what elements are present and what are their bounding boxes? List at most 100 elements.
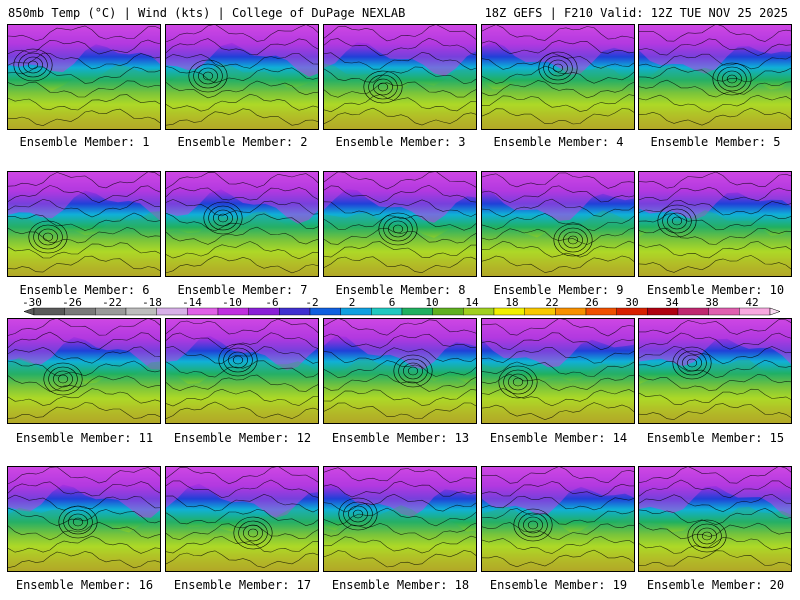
member-label-9: Ensemble Member: 9 — [493, 283, 624, 297]
colorbar-tick-label: 22 — [545, 296, 558, 309]
colorbar-segment — [248, 307, 280, 316]
ensemble-map-1 — [7, 24, 161, 130]
temperature-field — [324, 467, 476, 571]
ensemble-map-9 — [481, 171, 635, 277]
colorbar-tick-label: 38 — [705, 296, 718, 309]
ensemble-map-3 — [323, 24, 477, 130]
member-label-16: Ensemble Member: 16 — [15, 578, 154, 592]
temperature-field — [482, 172, 634, 276]
ensemble-map-17 — [165, 466, 319, 572]
member-label-8: Ensemble Member: 8 — [335, 283, 466, 297]
temperature-field — [482, 467, 634, 571]
temperature-field — [324, 25, 476, 129]
temperature-field — [639, 319, 791, 423]
ensemble-map-20 — [638, 466, 792, 572]
ensemble-map-19 — [481, 466, 635, 572]
colorbar-segment — [708, 307, 740, 316]
ensemble-map-4 — [481, 24, 635, 130]
colorbar-left-arrow — [23, 307, 35, 316]
colorbar-segment — [340, 307, 372, 316]
member-label-20: Ensemble Member: 20 — [646, 578, 785, 592]
colorbar-tick-label: 26 — [585, 296, 598, 309]
ensemble-map-5 — [638, 24, 792, 130]
colorbar-segment — [432, 307, 464, 316]
temperature-field — [8, 467, 160, 571]
colorbar-segment — [493, 307, 525, 316]
colorbar-segment — [156, 307, 188, 316]
colorbar-segment — [33, 307, 65, 316]
ensemble-map-8 — [323, 171, 477, 277]
member-label-19: Ensemble Member: 19 — [489, 578, 628, 592]
colorbar-tick-label: 10 — [425, 296, 438, 309]
colorbar-segment — [585, 307, 617, 316]
member-label-1: Ensemble Member: 1 — [19, 135, 150, 149]
colorbar-tick-label: -6 — [265, 296, 278, 309]
temperature-field — [639, 172, 791, 276]
member-label-13: Ensemble Member: 13 — [331, 431, 470, 445]
colorbar-segment — [401, 307, 433, 316]
ensemble-map-11 — [7, 318, 161, 424]
temperature-field — [482, 25, 634, 129]
colorbar-tick-label: 30 — [625, 296, 638, 309]
colorbar-segment — [64, 307, 96, 316]
temperature-field — [8, 25, 160, 129]
colorbar-tick-label: -10 — [222, 296, 242, 309]
colorbar-tick-label: -26 — [62, 296, 82, 309]
temperature-field — [639, 25, 791, 129]
member-label-17: Ensemble Member: 17 — [173, 578, 312, 592]
colorbar-tick-label: 6 — [389, 296, 396, 309]
member-label-6: Ensemble Member: 6 — [19, 283, 150, 297]
colorbar-tick-label: -30 — [22, 296, 42, 309]
ensemble-map-16 — [7, 466, 161, 572]
colorbar-segment — [616, 307, 648, 316]
ensemble-map-12 — [165, 318, 319, 424]
colorbar-segment — [524, 307, 556, 316]
colorbar-segment — [739, 307, 771, 316]
temperature-field — [324, 319, 476, 423]
colorbar-tick-label: -22 — [102, 296, 122, 309]
colorbar-segment — [463, 307, 495, 316]
temperature-field — [482, 319, 634, 423]
colorbar-segment — [217, 307, 249, 316]
ensemble-map-18 — [323, 466, 477, 572]
colorbar-tick-label: -2 — [305, 296, 318, 309]
member-label-5: Ensemble Member: 5 — [650, 135, 781, 149]
colorbar-segment — [371, 307, 403, 316]
temperature-field — [166, 467, 318, 571]
colorbar-segment — [125, 307, 157, 316]
colorbar-segment — [187, 307, 219, 316]
temperature-colorbar: -30 -26 -22 -18 -14 -10 -6 -2 2 6 10 14 18 22 26 30 34 38… — [22, 296, 781, 316]
member-label-10: Ensemble Member: 10 — [646, 283, 785, 297]
colorbar-segment — [279, 307, 311, 316]
member-label-12: Ensemble Member: 12 — [173, 431, 312, 445]
colorbar-tick-label: -14 — [182, 296, 202, 309]
colorbar-segment — [647, 307, 679, 316]
colorbar-tick-label: 42 — [745, 296, 758, 309]
member-label-2: Ensemble Member: 2 — [177, 135, 308, 149]
ensemble-map-14 — [481, 318, 635, 424]
ensemble-map-13 — [323, 318, 477, 424]
member-label-3: Ensemble Member: 3 — [335, 135, 466, 149]
ensemble-map-15 — [638, 318, 792, 424]
colorbar-segment — [95, 307, 127, 316]
member-label-18: Ensemble Member: 18 — [331, 578, 470, 592]
colorbar-tick-label: 14 — [465, 296, 479, 309]
temperature-field — [639, 467, 791, 571]
member-label-11: Ensemble Member: 11 — [15, 431, 154, 445]
temperature-field — [8, 319, 160, 423]
colorbar-right-arrow — [769, 307, 781, 316]
temperature-field — [166, 319, 318, 423]
temperature-field — [324, 172, 476, 276]
ensemble-map-2 — [165, 24, 319, 130]
temperature-field — [166, 25, 318, 129]
member-label-15: Ensemble Member: 15 — [646, 431, 785, 445]
colorbar-segment — [309, 307, 341, 316]
colorbar-tick-label: -18 — [142, 296, 162, 309]
temperature-field — [8, 172, 160, 276]
colorbar-tick-label: 2 — [349, 296, 356, 309]
header-title: 850mb Temp (°C) | Wind (kts) | College o… — [8, 6, 406, 20]
colorbar-tick-label: 34 — [665, 296, 679, 309]
member-label-4: Ensemble Member: 4 — [493, 135, 624, 149]
colorbar-segment — [677, 307, 709, 316]
member-label-7: Ensemble Member: 7 — [177, 283, 308, 297]
